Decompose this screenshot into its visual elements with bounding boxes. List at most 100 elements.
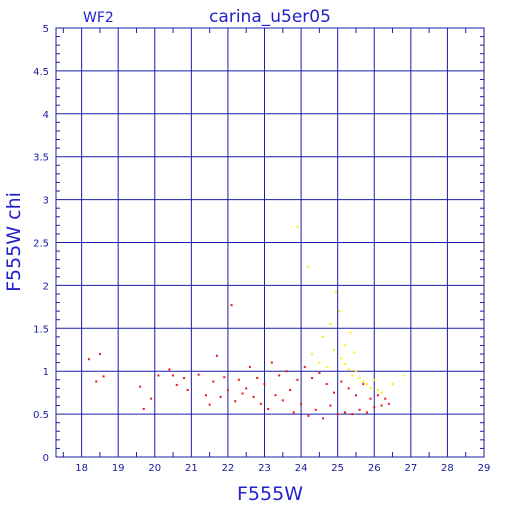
data-point — [215, 354, 218, 357]
x-tick-label: 27 — [404, 463, 417, 474]
y-tick-label: 4 — [43, 110, 49, 121]
data-point — [391, 383, 394, 386]
data-point — [369, 387, 372, 390]
data-point — [95, 380, 98, 383]
data-point — [343, 363, 346, 366]
data-point — [230, 304, 233, 307]
data-point — [248, 365, 251, 368]
data-point — [343, 411, 346, 414]
y-tick-label: 3 — [43, 196, 49, 207]
x-tick-label: 25 — [331, 463, 344, 474]
data-point — [380, 404, 383, 407]
data-point — [322, 335, 325, 338]
data-point — [343, 344, 346, 347]
data-point — [183, 377, 186, 380]
data-point — [197, 373, 200, 376]
data-point — [349, 331, 352, 334]
data-point — [329, 323, 332, 326]
data-point — [362, 383, 365, 386]
tick-labels: 18 19 20 21 22 23 24 25 26 27 28 29 0 0.5 1 1.5 2 2.5 3 3.5… — [33, 24, 490, 474]
x-tick-label: 22 — [222, 463, 235, 474]
data-point — [296, 378, 299, 381]
data-point — [353, 351, 356, 354]
y-tick-label: 1.5 — [33, 324, 49, 335]
data-point — [338, 310, 341, 313]
data-point — [354, 370, 357, 373]
data-point — [347, 387, 350, 390]
data-point — [292, 411, 295, 414]
y-tick-label: 0.5 — [33, 410, 49, 421]
x-tick-label: 21 — [185, 463, 198, 474]
x-tick-label: 24 — [295, 463, 308, 474]
x-tick-label: 18 — [75, 463, 88, 474]
data-point — [325, 383, 328, 386]
data-point — [362, 380, 365, 383]
data-point — [281, 399, 284, 402]
data-point — [333, 391, 336, 394]
data-point — [157, 374, 160, 377]
y-tick-label: 4.5 — [33, 67, 49, 78]
data-point — [351, 413, 354, 416]
data-points — [87, 226, 405, 420]
data-point — [402, 374, 405, 377]
data-point — [150, 397, 153, 400]
data-point — [351, 374, 354, 377]
data-point — [241, 392, 244, 395]
data-point — [278, 374, 281, 377]
data-point — [365, 383, 368, 386]
data-point — [87, 358, 90, 361]
data-point — [267, 407, 270, 410]
grid — [56, 28, 484, 457]
data-point — [340, 380, 343, 383]
data-point — [259, 402, 262, 405]
chip-label: WF2 — [83, 10, 114, 26]
data-point — [212, 380, 215, 383]
data-point — [336, 413, 339, 416]
x-tick-label: 28 — [441, 463, 454, 474]
data-point — [307, 414, 310, 417]
data-point — [301, 311, 304, 314]
data-point — [102, 375, 105, 378]
data-point — [376, 389, 379, 392]
x-tick-label: 26 — [368, 463, 381, 474]
y-axis-label: F555W chi — [3, 192, 25, 292]
data-point — [311, 377, 314, 380]
x-tick-label: 23 — [258, 463, 271, 474]
data-point — [168, 368, 171, 371]
data-point — [314, 368, 317, 371]
data-point — [142, 407, 145, 410]
data-point — [289, 389, 292, 392]
data-point — [358, 377, 361, 380]
data-point — [263, 383, 266, 386]
data-point — [356, 344, 359, 347]
data-point — [325, 365, 328, 368]
data-point — [226, 389, 229, 392]
data-point — [318, 361, 321, 364]
data-point — [186, 389, 189, 392]
data-point — [204, 394, 207, 397]
y-tick-label: 1 — [43, 367, 49, 378]
y-tick-label: 2 — [43, 281, 49, 292]
x-tick-label: 29 — [478, 463, 491, 474]
data-point — [208, 403, 211, 406]
data-point — [285, 370, 288, 373]
y-tick-label: 5 — [43, 24, 49, 35]
data-point — [307, 265, 310, 268]
data-point — [245, 387, 248, 390]
data-point — [380, 391, 383, 394]
data-point — [274, 394, 277, 397]
y-tick-label: 2.5 — [33, 239, 49, 250]
data-point — [252, 395, 255, 398]
data-point — [98, 353, 101, 356]
data-point — [322, 417, 325, 420]
data-point — [333, 348, 336, 351]
data-point — [314, 408, 317, 411]
data-point — [311, 353, 314, 356]
data-point — [223, 376, 226, 379]
data-point — [270, 361, 273, 364]
data-point — [369, 397, 372, 400]
data-point — [219, 395, 222, 398]
data-point — [237, 378, 240, 381]
data-point — [303, 365, 306, 368]
